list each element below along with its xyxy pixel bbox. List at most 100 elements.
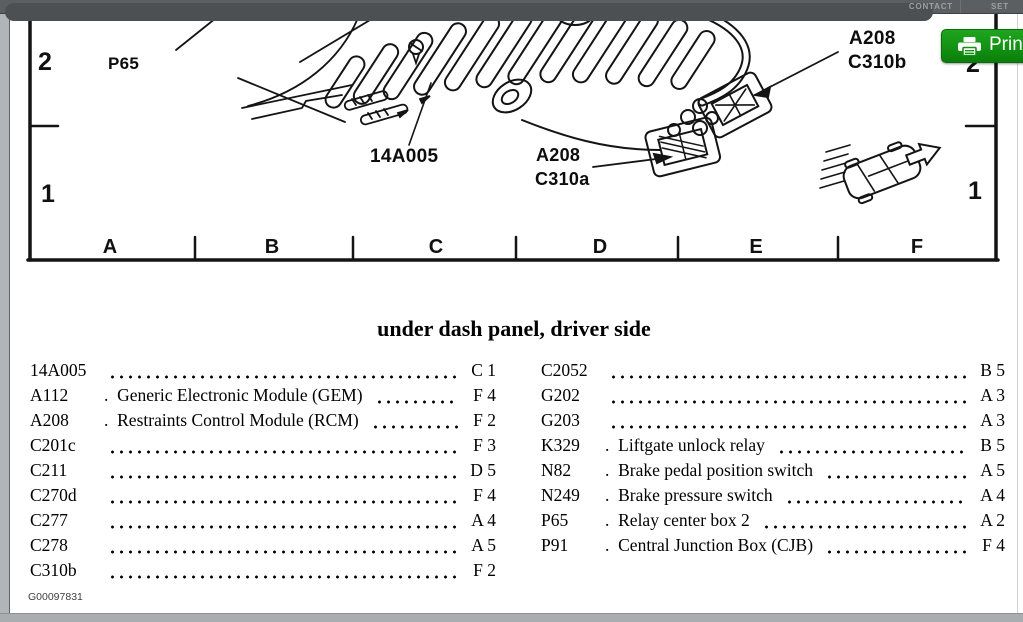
component-id: A208 [30,410,69,430]
grid-col-label-b: B [264,236,280,258]
dot-leader [108,446,458,460]
table-row: G202 A 3 [541,385,1005,410]
grid-col-label-a: A [102,236,118,258]
table-row: N82 Brake pedal position switch A 5 [541,460,1005,485]
grid-reference: B 5 [980,435,1005,455]
component-desc: Brake pressure switch [605,485,781,506]
table-column-left: 14A005 C 1 A112 Generic Electronic Modul… [30,360,496,585]
grid-reference: D 5 [470,460,496,480]
component-id: A112 [30,385,69,405]
page-bottom-edge [0,613,1023,622]
grid-reference: F 4 [982,535,1005,555]
section-title: under dash panel, driver side [377,316,651,341]
connector-location-table: 14A005 C 1 A112 Generic Electronic Modul… [30,360,1005,585]
grid-reference: C 1 [471,360,496,380]
dot-leader [784,496,967,510]
table-row: C201c F 3 [30,435,496,460]
component-id: 14A005 [30,360,87,380]
dot-leader [374,396,458,410]
table-row: C2052 B 5 [541,360,1005,385]
callout-p65: P65 [108,54,140,73]
component-id: C201c [30,435,76,455]
table-row: C270d F 4 [30,485,496,510]
table-column-right: C2052 B 5 G202 A 3 G203 A 3 [541,360,1005,585]
table-row: P65 Relay center box 2 A 2 [541,510,1005,535]
component-id: K329 [541,435,580,455]
table-row: K329 Liftgate unlock relay B 5 [541,435,1005,460]
grid-reference: F 3 [473,435,496,455]
dot-leader [108,571,458,585]
grid-col-label-f: F [910,236,924,258]
top-bar-inset [5,3,933,21]
dot-leader [825,471,967,485]
table-row: G203 A 3 [541,410,1005,435]
figure-id: G00097831 [28,591,83,603]
callout-14a005: 14A005 [370,146,439,167]
dot-leader [609,371,967,385]
component-desc: Generic Electronic Module (GEM) [104,385,371,406]
component-id: C278 [30,535,68,555]
component-id: C211 [30,460,68,480]
dot-leader [108,496,458,510]
component-id: C270d [30,485,77,505]
table-row: C211 D 5 [30,460,496,485]
grid-col-label-e: E [749,236,763,258]
grid-reference: A 5 [471,535,496,555]
component-desc: Liftgate unlock relay [605,435,773,456]
component-id: N82 [541,460,572,480]
grid-reference: B 5 [980,360,1005,380]
grid-row-label-left-1: 1 [41,180,55,208]
grid-reference: A 5 [980,460,1005,480]
component-id: P91 [541,535,569,555]
table-row: C277 A 4 [30,510,496,535]
grid-reference: F 4 [473,485,496,505]
nav-contact[interactable]: CONTACT [908,2,953,11]
component-desc: Central Junction Box (CJB) [605,535,821,556]
table-row: N249 Brake pressure switch A 4 [541,485,1005,510]
grid-reference: F 2 [473,410,496,430]
table-row: C310b F 2 [30,560,496,585]
component-id: P65 [541,510,569,530]
dot-leader [108,371,458,385]
callout-a208-c310b-line1: A208 [849,28,896,49]
print-button-label: Print [989,34,1023,55]
component-desc: Restraints Control Module (RCM) [104,410,367,431]
grid-col-label-d: D [592,236,608,258]
component-desc: Brake pedal position switch [605,460,821,481]
printer-icon [958,36,981,56]
dot-leader [370,421,458,435]
component-id: C277 [30,510,68,530]
table-row: A112 Generic Electronic Module (GEM) F 4 [30,385,496,410]
component-id: C310b [30,560,77,580]
component-id: G203 [541,410,580,430]
grid-reference: A 3 [980,385,1005,405]
component-id: N249 [541,485,580,505]
callout-a208-c310a-line2: C310a [535,169,590,189]
table-row: P91 Central Junction Box (CJB) F 4 [541,535,1005,560]
component-id: C2052 [541,360,588,380]
dot-leader [108,546,458,560]
grid-col-label-c: C [428,236,444,258]
callout-a208-c310a-line1: A208 [536,145,581,165]
browser-top-bar: CONTACT SET [0,0,1023,21]
table-row: A208 Restraints Control Module (RCM) F 2 [30,410,496,435]
print-button[interactable]: Print [941,29,1023,63]
component-desc: Relay center box 2 [605,510,758,531]
dot-leader [761,521,967,535]
grid-reference: A 4 [471,510,496,530]
grid-reference: A 2 [980,510,1005,530]
component-id: G202 [541,385,580,405]
callout-a208-c310b-line2: C310b [848,52,907,73]
grid-reference: A 3 [980,410,1005,430]
dot-leader [825,546,967,560]
dot-leader [609,421,967,435]
nav-settings[interactable]: SET [991,2,1009,11]
dot-leader [609,396,967,410]
grid-reference: F 4 [473,385,496,405]
grid-row-label-left-2: 2 [38,48,52,76]
table-row: 14A005 C 1 [30,360,496,385]
dot-leader [776,446,967,460]
grid-row-label-right-1: 1 [968,177,982,205]
page-left-gutter [0,13,10,613]
